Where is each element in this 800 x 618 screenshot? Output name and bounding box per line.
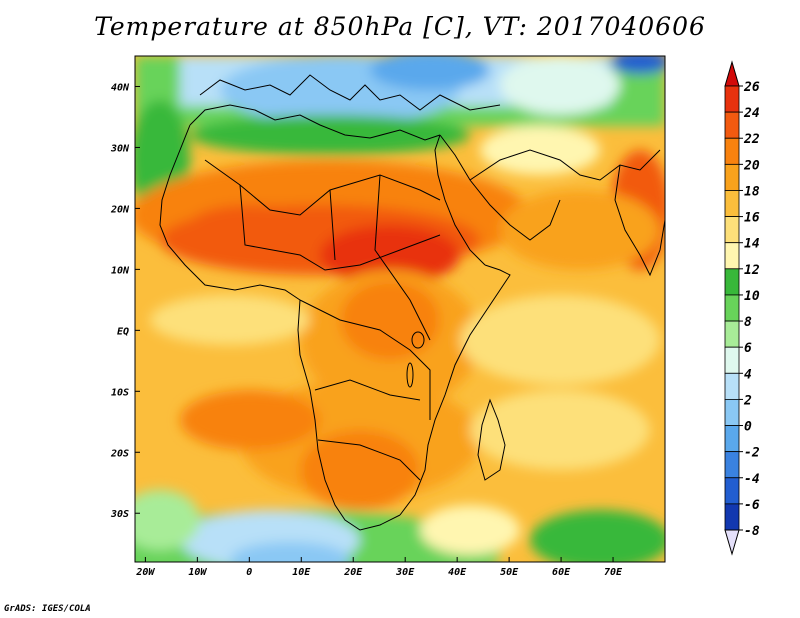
lon-tick-label: 50E <box>500 567 519 578</box>
colorbar-tick-label: -4 <box>744 472 760 487</box>
lon-tick-label: 10W <box>188 567 207 578</box>
colorbar-box <box>724 190 740 217</box>
colorbar-tick-label: 16 <box>744 211 760 226</box>
lat-tick-label: 30N <box>110 143 130 154</box>
colorbar-box <box>724 216 740 244</box>
lat-tick-label: 20N <box>110 204 130 215</box>
colorbar-box <box>724 503 740 531</box>
colorbar-tick-label: 4 <box>744 367 752 382</box>
lat-tick-label: EQ <box>117 326 129 337</box>
colorbar-box <box>724 85 740 113</box>
colorbar-tick-label: 24 <box>743 106 760 121</box>
colorbar-tick-label: 2 <box>743 393 752 408</box>
colorbar-tick-label: -6 <box>744 498 760 513</box>
colorbar-box <box>724 320 740 348</box>
colorbar-over-arrow <box>724 60 740 87</box>
colorbar-tick-label: -2 <box>744 446 760 461</box>
lon-tick-label: 0 <box>246 567 252 578</box>
coastline-borders <box>159 74 665 531</box>
colorbar-tick-label: 12 <box>744 263 760 278</box>
colorbar-tick-label: 26 <box>743 80 760 95</box>
temperature-field <box>135 56 665 562</box>
lat-tick-label: 30S <box>110 509 129 520</box>
lon-tick-label: 40E <box>448 567 467 578</box>
colorbar-box <box>724 451 740 479</box>
colorbar-tick-label: 18 <box>744 184 760 199</box>
colorbar-box <box>724 163 740 191</box>
lon-tick-label: 60E <box>552 567 571 578</box>
colorbar-box <box>724 137 740 165</box>
colorbar-box <box>724 346 740 374</box>
colorbar-box <box>724 477 740 505</box>
plot-frame <box>134 55 666 563</box>
map-title: Temperature at 850hPa [C], VT: 201704060… <box>94 12 706 41</box>
colorbar-tick-label: 0 <box>744 420 752 435</box>
colorbar-tick-label: 10 <box>744 289 760 304</box>
lat-tick-label: 10N <box>111 265 130 276</box>
colorbar-box <box>724 111 740 139</box>
footer-credit: GrADS: IGES/COLA <box>4 604 91 614</box>
lat-tick-label: 20S <box>110 448 129 459</box>
colorbar-box <box>724 399 740 426</box>
colorbar-box <box>724 425 740 453</box>
colorbar-box <box>724 268 740 296</box>
axis-ticks: 20W 10W 0 10E 20E 30E 40E 50E 60E 70E 40N 30N 20N 10N… <box>110 82 623 578</box>
colorbar-tick-label: 6 <box>744 341 752 356</box>
colorbar-box <box>724 242 740 270</box>
colorbar-box <box>724 294 740 322</box>
colorbar-tick-label: 14 <box>744 237 760 252</box>
lon-tick-label: 20E <box>343 567 363 578</box>
colorbar-box <box>724 372 740 400</box>
colorbar-tick-label: 8 <box>744 315 752 330</box>
colorbar-tick-label: -8 <box>744 524 760 539</box>
lon-tick-label: 20W <box>135 567 155 578</box>
colorbar-under-arrow <box>724 529 740 556</box>
lon-tick-label: 70E <box>604 567 623 578</box>
lon-tick-label: 30E <box>395 567 415 578</box>
colorbar-tick-label: 20 <box>743 158 760 173</box>
colorbar-tick-label: 22 <box>743 132 760 147</box>
lon-tick-label: 10E <box>292 567 311 578</box>
lat-tick-label: 40N <box>111 82 130 93</box>
lat-tick-label: 10S <box>111 387 129 398</box>
